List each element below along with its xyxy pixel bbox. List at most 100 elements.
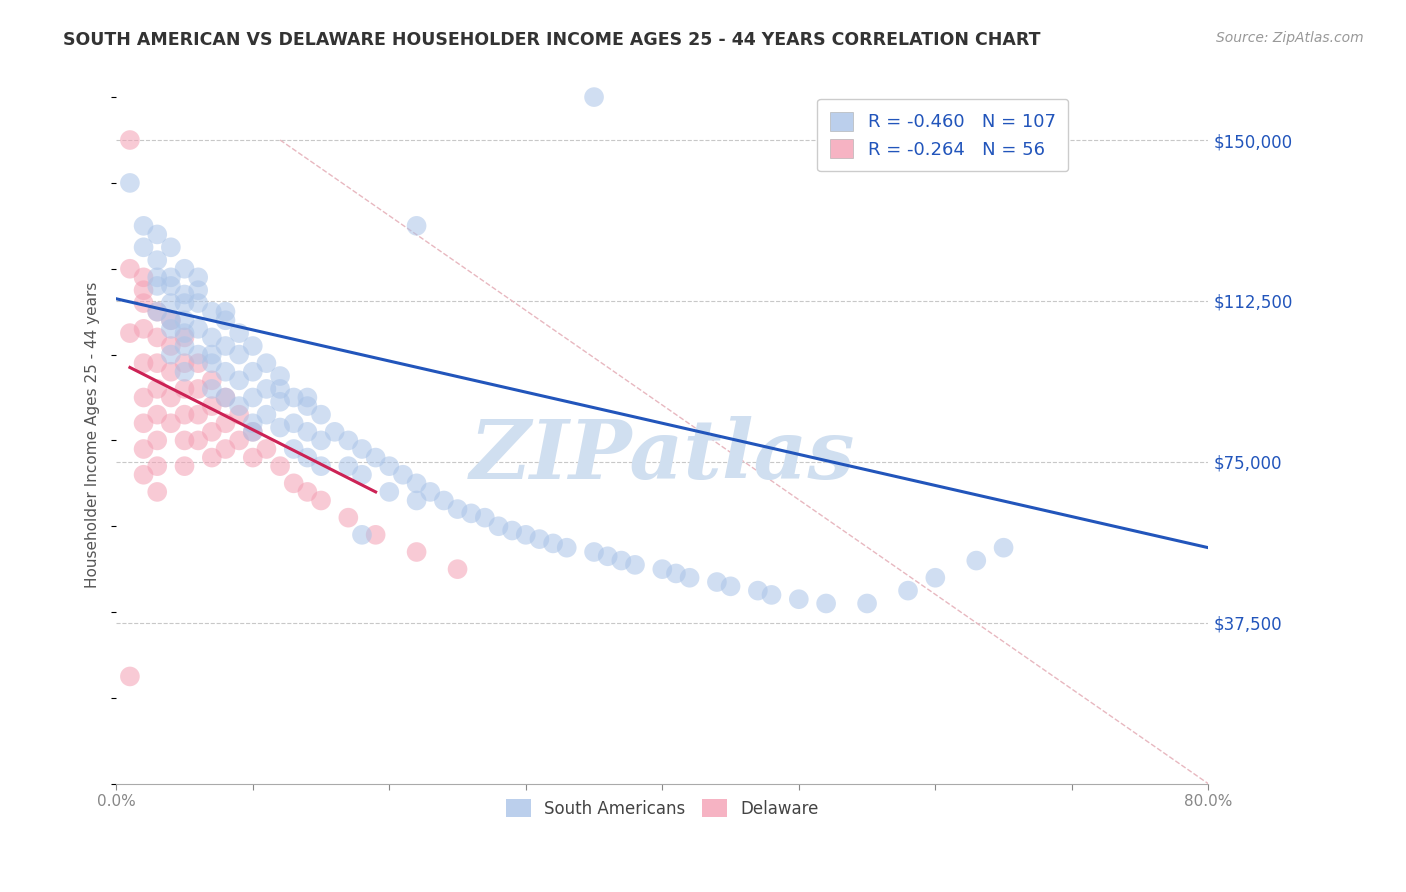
Point: [965, 553, 987, 567]
Point: [488, 69, 510, 83]
Point: [118, 669, 141, 683]
Point: [187, 322, 209, 336]
Point: [529, 532, 551, 546]
Point: [242, 416, 264, 430]
Point: [446, 562, 468, 576]
Point: [173, 408, 195, 422]
Point: [201, 382, 224, 396]
Point: [610, 553, 633, 567]
Point: [160, 348, 183, 362]
Point: [309, 408, 332, 422]
Point: [665, 566, 688, 581]
Point: [446, 502, 468, 516]
Point: [173, 365, 195, 379]
Point: [173, 326, 195, 340]
Point: [187, 348, 209, 362]
Point: [624, 558, 647, 572]
Point: [706, 575, 728, 590]
Point: [297, 484, 319, 499]
Point: [173, 330, 195, 344]
Point: [173, 339, 195, 353]
Point: [651, 562, 673, 576]
Point: [214, 313, 236, 327]
Point: [201, 373, 224, 387]
Point: [173, 287, 195, 301]
Point: [350, 528, 373, 542]
Point: [350, 442, 373, 456]
Point: [596, 549, 619, 564]
Point: [283, 476, 305, 491]
Point: [242, 450, 264, 465]
Point: [201, 425, 224, 439]
Point: [242, 391, 264, 405]
Point: [146, 304, 169, 318]
Point: [297, 450, 319, 465]
Point: [132, 416, 155, 430]
Point: [132, 467, 155, 482]
Point: [254, 408, 277, 422]
Point: [160, 339, 183, 353]
Point: [856, 597, 879, 611]
Point: [747, 583, 769, 598]
Point: [201, 330, 224, 344]
Point: [132, 356, 155, 370]
Point: [160, 322, 183, 336]
Point: [132, 442, 155, 456]
Point: [187, 270, 209, 285]
Point: [214, 304, 236, 318]
Point: [173, 434, 195, 448]
Point: [309, 493, 332, 508]
Point: [132, 283, 155, 297]
Point: [474, 510, 496, 524]
Point: [160, 296, 183, 310]
Point: [924, 571, 946, 585]
Point: [583, 545, 606, 559]
Point: [405, 476, 427, 491]
Point: [555, 541, 578, 555]
Point: [254, 356, 277, 370]
Point: [309, 459, 332, 474]
Point: [146, 279, 169, 293]
Point: [720, 579, 742, 593]
Point: [132, 270, 155, 285]
Point: [146, 434, 169, 448]
Point: [187, 356, 209, 370]
Point: [146, 270, 169, 285]
Point: [228, 373, 250, 387]
Text: SOUTH AMERICAN VS DELAWARE HOUSEHOLDER INCOME AGES 25 - 44 YEARS CORRELATION CHA: SOUTH AMERICAN VS DELAWARE HOUSEHOLDER I…: [63, 31, 1040, 49]
Point: [583, 90, 606, 104]
Point: [501, 524, 523, 538]
Point: [269, 382, 291, 396]
Point: [160, 416, 183, 430]
Point: [132, 391, 155, 405]
Point: [228, 399, 250, 413]
Point: [678, 571, 700, 585]
Point: [297, 399, 319, 413]
Point: [405, 219, 427, 233]
Point: [173, 313, 195, 327]
Point: [242, 339, 264, 353]
Point: [993, 541, 1015, 555]
Point: [118, 326, 141, 340]
Point: [118, 133, 141, 147]
Point: [160, 365, 183, 379]
Point: [269, 420, 291, 434]
Point: [787, 592, 810, 607]
Point: [309, 434, 332, 448]
Point: [297, 391, 319, 405]
Point: [364, 528, 387, 542]
Point: [132, 322, 155, 336]
Point: [254, 382, 277, 396]
Point: [761, 588, 783, 602]
Point: [214, 391, 236, 405]
Y-axis label: Householder Income Ages 25 - 44 years: Householder Income Ages 25 - 44 years: [86, 282, 100, 588]
Point: [118, 261, 141, 276]
Point: [160, 240, 183, 254]
Point: [146, 408, 169, 422]
Point: [228, 326, 250, 340]
Point: [269, 459, 291, 474]
Point: [187, 408, 209, 422]
Point: [337, 434, 360, 448]
Point: [815, 597, 838, 611]
Point: [283, 391, 305, 405]
